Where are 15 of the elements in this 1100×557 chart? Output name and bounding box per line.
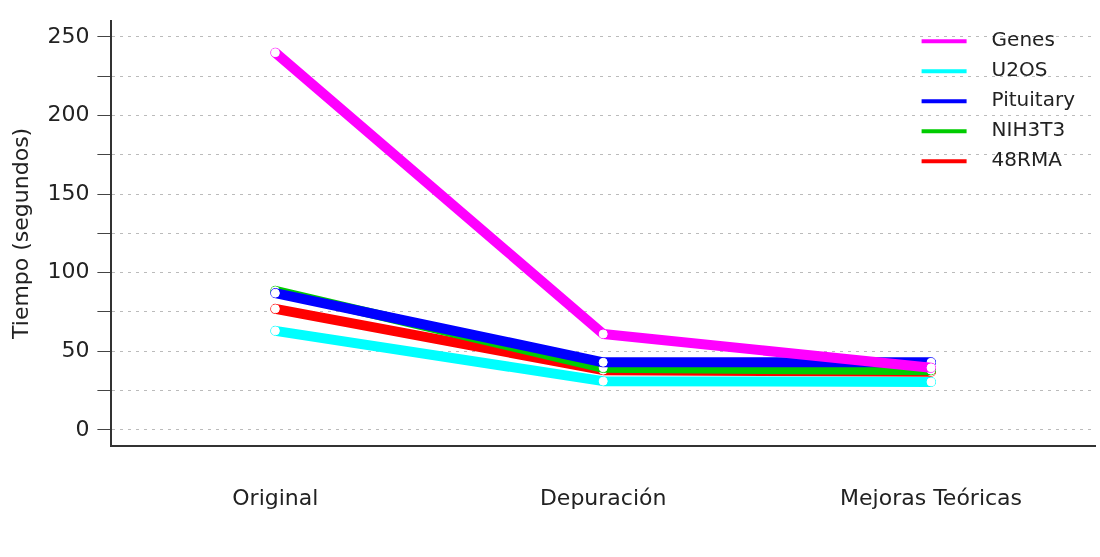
legend-label: 48RMA	[991, 147, 1063, 172]
y-axis-title: Tiempo (segundos)	[7, 127, 33, 340]
y-tick-label: 100	[47, 258, 90, 284]
y-tick-label: 50	[61, 337, 90, 363]
legend-label: Pituitary	[991, 87, 1076, 112]
y-tick-label: 250	[47, 22, 90, 48]
legend-label: Genes	[991, 27, 1055, 52]
y-tick-label: 200	[47, 101, 90, 127]
legend-label: U2OS	[991, 57, 1048, 82]
x-tick-label: Mejoras Teóricas	[840, 484, 1023, 510]
x-tick-label: Original	[232, 484, 319, 510]
x-tick-label: Depuración	[539, 484, 667, 510]
legend-label: NIH3T3	[991, 117, 1066, 142]
y-tick-label: 150	[47, 179, 90, 205]
y-tick-label: 0	[75, 415, 90, 441]
